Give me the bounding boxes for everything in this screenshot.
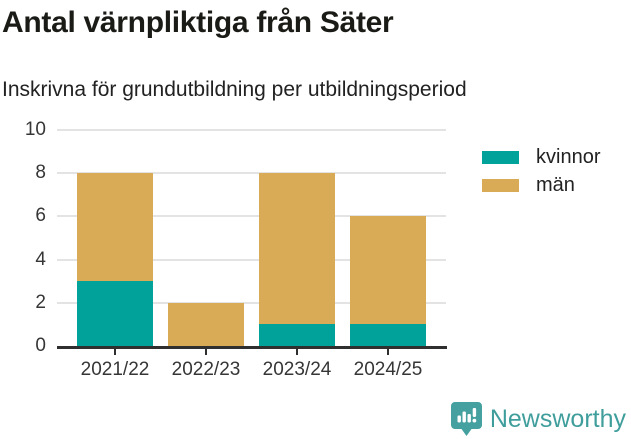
y-gridline: [57, 301, 446, 304]
x-axis-tick-label: 2023/24: [262, 359, 332, 380]
bar-segment-män-2022/23: [168, 302, 244, 346]
y-gridline: [57, 172, 446, 175]
bar-segment-kvinnor-2021/22: [77, 281, 153, 346]
newsworthy-logo-icon: [450, 402, 482, 436]
bar-segment-män-2023/24: [259, 173, 335, 325]
bar-segment-män-2021/22: [77, 173, 153, 282]
legend-item-kvinnor: kvinnor: [482, 146, 601, 168]
x-axis-tick-label: 2021/22: [80, 359, 150, 380]
y-axis-tick-label: 0: [35, 335, 46, 356]
y-axis-tick-label: 6: [35, 205, 46, 227]
y-gridline: [57, 258, 446, 261]
y-axis-tick-label: 4: [35, 248, 46, 270]
legend-swatch-män: [482, 178, 519, 192]
bar-segment-kvinnor-2024/25: [350, 324, 426, 346]
legend-label: män: [536, 174, 575, 196]
x-axis-tick-label: 2024/25: [353, 359, 423, 380]
y-axis-tick-label: 2: [35, 291, 46, 313]
x-axis-tick-label: 2022/23: [171, 359, 241, 380]
legend-swatch-kvinnor: [482, 150, 519, 164]
bar-segment-kvinnor-2023/24: [259, 324, 335, 346]
legend-item-män: män: [482, 174, 600, 196]
x-axis-tick: [205, 349, 207, 355]
x-axis-tick: [114, 349, 116, 355]
brand-footer: Newsworthy: [450, 402, 626, 436]
y-axis-tick-label: 8: [35, 162, 46, 184]
y-axis-tick-label: 10: [24, 119, 46, 140]
y-gridline: [57, 215, 446, 218]
chart-subtitle: Inskrivna för grundutbildning per utbild…: [2, 78, 467, 101]
brand-name: Newsworthy: [489, 404, 626, 433]
legend-label: kvinnor: [536, 146, 601, 168]
x-axis-tick: [387, 349, 389, 355]
y-gridline: [57, 129, 446, 131]
chart-title: Antal värnpliktiga från Säter: [2, 6, 394, 39]
x-axis-tick: [296, 349, 298, 355]
x-axis-line: [57, 346, 447, 349]
chart-legend: kvinnor män: [482, 146, 601, 196]
bar-segment-män-2024/25: [350, 216, 426, 325]
